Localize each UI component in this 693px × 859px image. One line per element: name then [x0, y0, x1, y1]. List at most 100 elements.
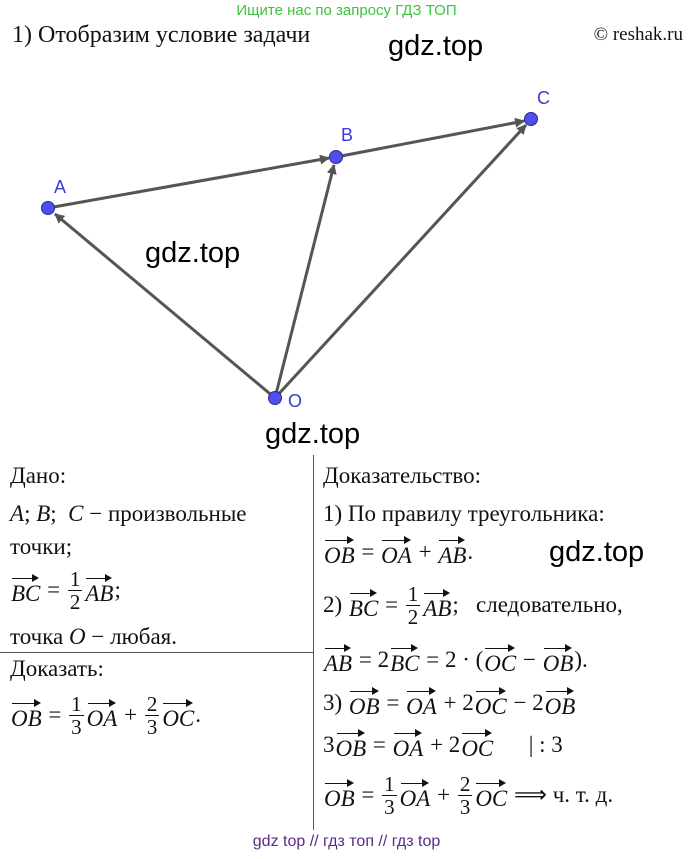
vector: OB: [543, 643, 573, 677]
arrow-OC: [273, 123, 528, 400]
vector: OB: [545, 686, 575, 720]
proof-heading: Доказательство:: [323, 463, 482, 488]
text: ;: [24, 501, 37, 526]
vector: AB: [438, 535, 466, 569]
given-line: точка O − любая.: [10, 615, 177, 659]
numerator: 1: [405, 581, 421, 606]
vector: OA: [406, 686, 437, 720]
denominator: 3: [71, 714, 82, 739]
arrow-AB: [47, 154, 330, 210]
vector: BC: [390, 643, 419, 677]
text: =: [380, 690, 406, 715]
vector: OC: [475, 686, 507, 720]
denominator: 3: [384, 794, 395, 819]
text: +: [412, 539, 438, 564]
text: = 2: [353, 647, 390, 672]
text: 2): [323, 592, 348, 617]
watermark: gdz.top: [145, 237, 241, 269]
variable: C: [68, 501, 84, 526]
proof-line: OB = OA + AB.: [323, 530, 473, 574]
vector: OA: [87, 698, 117, 732]
text: ;: [114, 577, 121, 602]
vector: OA: [400, 778, 430, 812]
vector: AB: [423, 588, 451, 622]
prove-line: OB = 1 3 OA + 2 3 OC.: [10, 691, 202, 739]
proof-line: 2) BC = 1 2 AB; следовательно,: [323, 581, 623, 629]
text: =: [355, 782, 381, 807]
text: | : 3: [494, 732, 563, 757]
denominator: 3: [459, 794, 471, 819]
proof-line: 1) По правилу треугольника:: [323, 492, 605, 536]
denominator: 3: [146, 714, 158, 739]
text: ).: [574, 647, 588, 672]
label-C: C: [537, 88, 550, 108]
variable: A: [10, 501, 25, 526]
point-C: [524, 112, 538, 126]
vector: OB: [11, 698, 42, 732]
vector: OA: [393, 728, 423, 762]
vector: OC: [162, 698, 194, 732]
text: .: [467, 539, 474, 564]
vector: OA: [381, 535, 412, 569]
vector: BC: [349, 588, 378, 622]
text: −: [517, 647, 542, 672]
denominator: 2: [407, 604, 419, 629]
text: =: [379, 592, 404, 617]
text: − произвольные: [83, 501, 247, 526]
numerator: 1: [69, 691, 84, 716]
vector: AB: [85, 573, 113, 607]
vector: OC: [461, 728, 493, 762]
text: = 2 · (: [420, 647, 484, 672]
text: ;: [50, 501, 69, 526]
text: =: [41, 577, 66, 602]
label-A: A: [54, 177, 66, 197]
section-title: 1) Отобразим условие задачи: [12, 22, 311, 48]
proof-line: AB = 2 BC = 2 · (OC − OB).: [323, 638, 588, 682]
text: =: [42, 702, 68, 727]
search-banner: Ищите нас по запросу ГДЗ ТОП: [236, 2, 457, 19]
text: точка: [10, 624, 70, 649]
text: 3: [323, 732, 335, 757]
numerator: 1: [67, 566, 83, 591]
arrow-OA: [54, 212, 276, 400]
vector: OC: [475, 778, 507, 812]
vector: AB: [324, 643, 352, 677]
numerator: 2: [457, 771, 473, 796]
text: ; следовательно,: [452, 592, 623, 617]
vector-diagram: A B C O: [41, 88, 550, 411]
column-divider: [313, 455, 314, 830]
vector: OC: [484, 643, 516, 677]
point-O: [268, 391, 282, 405]
footer-watermark: gdz top // гдз топ // гдз top: [252, 833, 441, 850]
prove-heading: Доказать:: [10, 656, 104, 681]
text: + 2: [424, 732, 461, 757]
watermark: gdz.top: [265, 418, 361, 450]
text: точки;: [10, 534, 73, 559]
vector: OB: [336, 728, 366, 762]
variable: O: [69, 624, 86, 649]
given-divider: [0, 652, 313, 653]
numerator: 2: [144, 691, 160, 716]
text: +: [118, 702, 143, 727]
text: ⟹ ч. т. д.: [508, 782, 614, 807]
vector: BC: [11, 573, 40, 607]
arrow-OB: [273, 164, 337, 399]
numerator: 1: [382, 771, 397, 796]
proof-line: OB = 1 3 OA + 2 3 OC ⟹ ч. т. д.: [323, 771, 614, 819]
label-O: O: [288, 391, 302, 411]
label-B: B: [341, 125, 353, 145]
given-line: точки;: [10, 525, 72, 569]
variable: B: [36, 501, 51, 526]
text: .: [195, 702, 202, 727]
given-line: BC = 1 2 AB;: [10, 566, 121, 613]
proof-line: 3) OB = OA + 2 OC − 2 OB: [323, 681, 576, 725]
vector: OB: [324, 778, 355, 812]
arrow-BC: [335, 117, 525, 159]
text: +: [431, 782, 456, 807]
